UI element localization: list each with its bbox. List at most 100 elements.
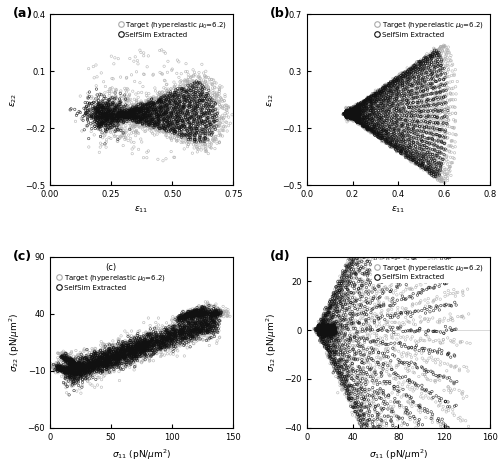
Target (hyperelastic $\mu_0$=6.2) (326, 321, 334, 329)
SelfSim Extracted (209, 114, 217, 121)
Target (hyperelastic $\mu_0$=6.2) (401, 149, 409, 157)
SelfSim Extracted (396, 115, 404, 123)
Target (hyperelastic $\mu_0$=6.2) (410, 102, 418, 110)
Target (hyperelastic $\mu_0$=6.2) (198, 309, 206, 317)
Target (hyperelastic $\mu_0$=6.2) (364, 398, 372, 405)
SelfSim Extracted (326, 326, 334, 334)
SelfSim Extracted (383, 285, 391, 293)
Target (hyperelastic $\mu_0$=6.2) (344, 107, 352, 114)
SelfSim Extracted (184, 312, 192, 319)
SelfSim Extracted (202, 328, 210, 335)
SelfSim Extracted (156, 95, 164, 102)
SelfSim Extracted (64, 368, 72, 376)
SelfSim Extracted (108, 358, 116, 366)
SelfSim Extracted (127, 351, 135, 359)
Target (hyperelastic $\mu_0$=6.2) (175, 333, 183, 341)
Target (hyperelastic $\mu_0$=6.2) (368, 256, 376, 264)
SelfSim Extracted (329, 325, 337, 332)
Target (hyperelastic $\mu_0$=6.2) (392, 96, 400, 104)
SelfSim Extracted (78, 379, 86, 386)
SelfSim Extracted (351, 107, 359, 115)
Target (hyperelastic $\mu_0$=6.2) (132, 362, 140, 370)
Target (hyperelastic $\mu_0$=6.2) (361, 125, 369, 133)
Target (hyperelastic $\mu_0$=6.2) (144, 118, 152, 125)
SelfSim Extracted (383, 135, 391, 143)
SelfSim Extracted (397, 309, 405, 316)
SelfSim Extracted (110, 109, 118, 117)
SelfSim Extracted (186, 309, 194, 316)
SelfSim Extracted (160, 339, 168, 346)
SelfSim Extracted (204, 319, 212, 326)
Target (hyperelastic $\mu_0$=6.2) (192, 320, 200, 327)
Target (hyperelastic $\mu_0$=6.2) (415, 80, 423, 87)
SelfSim Extracted (418, 286, 426, 293)
Target (hyperelastic $\mu_0$=6.2) (321, 326, 329, 333)
Target (hyperelastic $\mu_0$=6.2) (362, 265, 370, 273)
SelfSim Extracted (184, 107, 192, 114)
Target (hyperelastic $\mu_0$=6.2) (194, 316, 202, 323)
Target (hyperelastic $\mu_0$=6.2) (392, 148, 400, 156)
SelfSim Extracted (136, 107, 144, 115)
Target (hyperelastic $\mu_0$=6.2) (322, 328, 330, 336)
SelfSim Extracted (430, 48, 438, 56)
Target (hyperelastic $\mu_0$=6.2) (186, 97, 194, 105)
Target (hyperelastic $\mu_0$=6.2) (343, 110, 351, 118)
SelfSim Extracted (356, 112, 364, 120)
Target (hyperelastic $\mu_0$=6.2) (329, 307, 337, 314)
SelfSim Extracted (162, 127, 170, 134)
Target (hyperelastic $\mu_0$=6.2) (336, 335, 344, 343)
Target (hyperelastic $\mu_0$=6.2) (352, 103, 360, 111)
Target (hyperelastic $\mu_0$=6.2) (349, 117, 357, 124)
SelfSim Extracted (347, 111, 355, 119)
Target (hyperelastic $\mu_0$=6.2) (176, 329, 184, 336)
SelfSim Extracted (346, 112, 354, 120)
Target (hyperelastic $\mu_0$=6.2) (400, 69, 408, 76)
SelfSim Extracted (84, 367, 92, 374)
SelfSim Extracted (351, 355, 359, 362)
SelfSim Extracted (136, 105, 144, 113)
Target (hyperelastic $\mu_0$=6.2) (340, 350, 347, 358)
SelfSim Extracted (104, 115, 112, 122)
Target (hyperelastic $\mu_0$=6.2) (395, 117, 403, 124)
Target (hyperelastic $\mu_0$=6.2) (90, 94, 98, 102)
Target (hyperelastic $\mu_0$=6.2) (342, 110, 350, 118)
Target (hyperelastic $\mu_0$=6.2) (326, 314, 334, 321)
SelfSim Extracted (170, 89, 178, 96)
Target (hyperelastic $\mu_0$=6.2) (154, 333, 162, 341)
Target (hyperelastic $\mu_0$=6.2) (108, 108, 116, 116)
Target (hyperelastic $\mu_0$=6.2) (105, 368, 113, 376)
Target (hyperelastic $\mu_0$=6.2) (144, 344, 152, 352)
Target (hyperelastic $\mu_0$=6.2) (415, 70, 423, 78)
SelfSim Extracted (434, 73, 442, 80)
SelfSim Extracted (332, 299, 340, 307)
SelfSim Extracted (366, 107, 374, 115)
Target (hyperelastic $\mu_0$=6.2) (360, 106, 368, 113)
SelfSim Extracted (322, 326, 330, 334)
SelfSim Extracted (322, 322, 330, 330)
SelfSim Extracted (142, 114, 150, 121)
SelfSim Extracted (112, 352, 120, 359)
Target (hyperelastic $\mu_0$=6.2) (331, 329, 339, 336)
Target (hyperelastic $\mu_0$=6.2) (81, 364, 89, 372)
SelfSim Extracted (174, 98, 182, 106)
Target (hyperelastic $\mu_0$=6.2) (121, 110, 129, 118)
SelfSim Extracted (149, 350, 157, 358)
Target (hyperelastic $\mu_0$=6.2) (139, 125, 147, 133)
Target (hyperelastic $\mu_0$=6.2) (152, 341, 160, 348)
SelfSim Extracted (76, 359, 84, 366)
Target (hyperelastic $\mu_0$=6.2) (316, 326, 324, 334)
SelfSim Extracted (429, 49, 437, 56)
SelfSim Extracted (382, 94, 390, 102)
Target (hyperelastic $\mu_0$=6.2) (114, 109, 122, 116)
SelfSim Extracted (325, 329, 333, 337)
Target (hyperelastic $\mu_0$=6.2) (78, 115, 86, 122)
SelfSim Extracted (354, 107, 362, 114)
Target (hyperelastic $\mu_0$=6.2) (71, 364, 79, 371)
SelfSim Extracted (388, 422, 396, 429)
Target (hyperelastic $\mu_0$=6.2) (359, 284, 367, 292)
SelfSim Extracted (314, 328, 322, 335)
SelfSim Extracted (176, 131, 184, 138)
Target (hyperelastic $\mu_0$=6.2) (50, 363, 58, 370)
SelfSim Extracted (359, 370, 367, 377)
Target (hyperelastic $\mu_0$=6.2) (78, 357, 86, 365)
